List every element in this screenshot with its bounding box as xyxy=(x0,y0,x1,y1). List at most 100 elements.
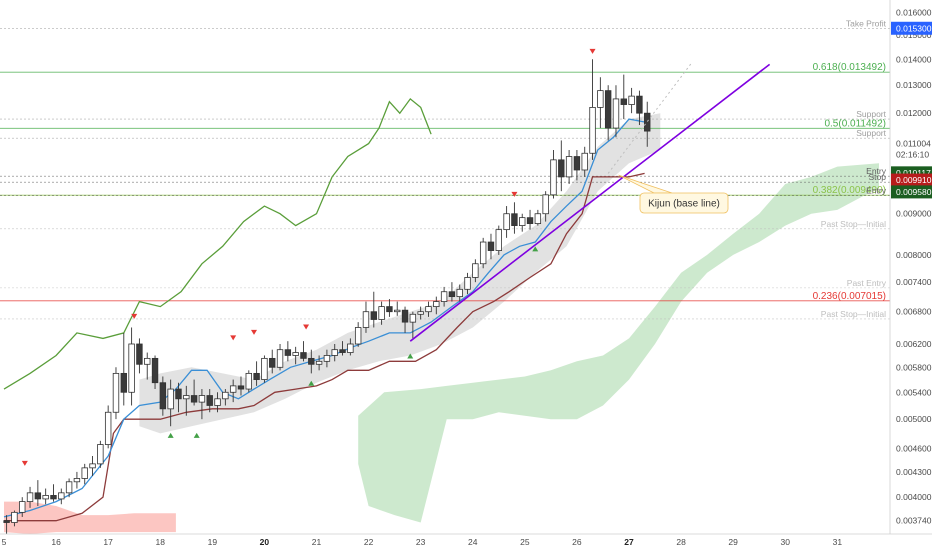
price-box-0 xyxy=(891,21,932,35)
candle-32 xyxy=(253,361,260,386)
candle-body-56 xyxy=(440,291,448,302)
candle-body-60 xyxy=(472,263,479,278)
candle-54 xyxy=(425,301,432,317)
candle-65 xyxy=(511,202,518,234)
candle-69 xyxy=(542,191,549,222)
signal-markers xyxy=(21,48,596,466)
candle-body-25 xyxy=(198,395,206,403)
candle-body-42 xyxy=(331,349,338,356)
candle-body-74 xyxy=(581,152,588,171)
candle-body-19 xyxy=(151,357,159,384)
candle-body-13 xyxy=(104,411,112,445)
candle-4 xyxy=(34,480,42,507)
price-tick-11: 0.005800 xyxy=(896,362,932,372)
candle-body-43 xyxy=(339,349,346,353)
candle-body-9 xyxy=(73,478,81,483)
candle-body-67 xyxy=(526,217,534,224)
candle-51 xyxy=(401,306,409,333)
level-label-0: Take Profit xyxy=(846,18,887,28)
candle-body-81 xyxy=(636,95,643,114)
candle-body-63 xyxy=(495,229,502,251)
candle-body-29 xyxy=(229,385,237,393)
candle-body-78 xyxy=(612,98,620,129)
price-tick-15: 0.004300 xyxy=(896,467,932,477)
candle-28 xyxy=(222,389,229,406)
candle-body-69 xyxy=(542,194,549,215)
level-label-5: Entry xyxy=(866,166,887,176)
candle-body-24 xyxy=(190,395,198,403)
candle-body-14 xyxy=(112,372,120,413)
sell-signal-0 xyxy=(21,460,28,466)
candle-body-54 xyxy=(425,306,432,313)
candle-68 xyxy=(534,209,542,226)
candle-body-58 xyxy=(456,288,463,298)
candle-39 xyxy=(308,349,315,374)
candle-body-50 xyxy=(394,309,401,313)
candle-body-52 xyxy=(409,313,417,323)
price-tick-13: 0.005000 xyxy=(896,414,932,424)
candle-body-38 xyxy=(300,352,307,359)
candle-8 xyxy=(65,478,73,498)
level-label-4: Support xyxy=(856,128,886,138)
candle-43 xyxy=(339,341,346,356)
candle-3 xyxy=(26,486,34,508)
level-label-10: Past Entry xyxy=(847,278,887,288)
candle-body-26 xyxy=(206,395,213,406)
price-tick-9: 0.006800 xyxy=(896,307,932,317)
candle-body-12 xyxy=(97,444,104,465)
candle-body-48 xyxy=(378,306,385,320)
candle-9 xyxy=(73,471,81,489)
candle-23 xyxy=(183,385,190,416)
candle-21 xyxy=(167,379,174,427)
candle-47 xyxy=(370,291,377,328)
price-tick-7: 0.008000 xyxy=(896,250,932,260)
level-label-1: 0.618(0.013492) xyxy=(813,62,886,73)
price-box-label-0: 0.015300 xyxy=(896,23,932,33)
candle-42 xyxy=(331,343,338,362)
kijun-callout: Kijun (base line) xyxy=(618,174,729,214)
candle-body-71 xyxy=(558,159,565,178)
candle-24 xyxy=(190,379,198,406)
level-label-11: 0.236(0.007015) xyxy=(813,291,886,302)
candle-31 xyxy=(245,370,252,393)
candle-body-64 xyxy=(503,213,510,231)
candle-body-33 xyxy=(261,357,268,380)
candle-64 xyxy=(503,206,510,238)
candle-80 xyxy=(628,87,635,114)
candle-body-6 xyxy=(50,495,57,500)
price-tick-4: 0.012000 xyxy=(896,108,932,118)
candle-body-27 xyxy=(214,398,221,406)
candle-44 xyxy=(347,338,354,356)
time-tick-3: 18 xyxy=(156,537,166,547)
sell-signal-5 xyxy=(511,191,518,197)
callout-text: Kijun (base line) xyxy=(648,199,720,210)
candle-body-53 xyxy=(417,311,424,315)
candle-20 xyxy=(159,376,167,416)
candle-body-73 xyxy=(573,156,581,171)
price-tick-5: 0.011004 xyxy=(896,138,931,148)
price-tick-16: 0.004000 xyxy=(896,492,932,502)
candle-52 xyxy=(409,311,417,339)
candle-29 xyxy=(229,379,237,403)
chikou-span-line xyxy=(3,97,432,390)
level-label-7: 0.382(0.009490) xyxy=(813,185,886,196)
candle-5 xyxy=(42,488,49,505)
sell-signal-3 xyxy=(251,329,257,335)
time-tick-10: 25 xyxy=(520,537,530,547)
candle-63 xyxy=(495,225,502,255)
candle-body-31 xyxy=(245,372,252,390)
candle-22 xyxy=(175,382,182,413)
candle-13 xyxy=(104,405,112,449)
kumo-cloud-green xyxy=(358,163,879,523)
candle-49 xyxy=(386,299,393,317)
candle-74 xyxy=(581,146,588,177)
buy-signal-2 xyxy=(308,380,315,386)
sell-signal-6 xyxy=(589,48,596,54)
candle-16 xyxy=(128,327,135,406)
candle-46 xyxy=(362,301,370,333)
time-axis-background xyxy=(0,534,932,550)
candle-body-68 xyxy=(534,213,542,224)
candle-body-57 xyxy=(448,291,456,298)
